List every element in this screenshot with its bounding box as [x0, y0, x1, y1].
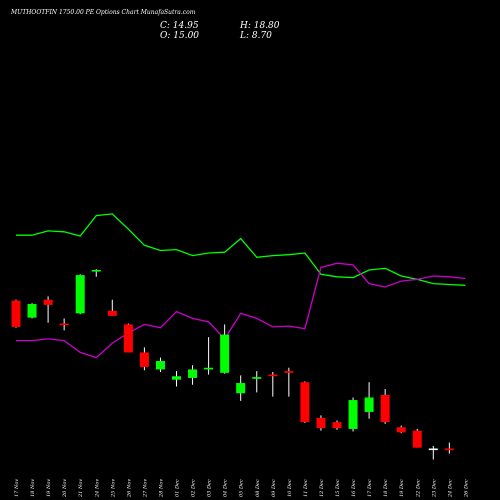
x-tick-label: 10 Dec: [287, 479, 293, 497]
candle: [11, 299, 21, 328]
chart-title: MUTHOOTFIN 1750.00 PE Options Chart Muna…: [10, 9, 196, 16]
candle-body: [204, 367, 214, 370]
candle: [220, 324, 230, 374]
open-readout: O: 15.00: [160, 31, 199, 41]
x-tick-label: 04 Dec: [223, 479, 229, 497]
x-tick-label: 15 Dec: [335, 479, 341, 497]
candle: [204, 337, 214, 375]
x-tick-label: 22 Dec: [415, 479, 421, 498]
candle-body: [43, 299, 53, 305]
candle: [43, 296, 53, 323]
candle-body: [107, 310, 117, 316]
candle: [332, 420, 342, 430]
indicator-line-1: [16, 213, 466, 286]
close-readout: C: 14.95: [160, 21, 199, 31]
candle: [59, 318, 69, 331]
candle: [300, 381, 310, 423]
x-tick-label: 16 Dec: [351, 479, 357, 497]
candle-body: [91, 270, 101, 272]
candle: [236, 375, 246, 401]
candle: [188, 365, 198, 385]
candle-body: [284, 371, 294, 373]
candle: [268, 372, 278, 397]
candle-body: [428, 448, 438, 451]
candle-body: [220, 334, 230, 373]
x-tick-label: 17 Nov: [14, 479, 20, 497]
x-tick-label: 24 Nov: [94, 479, 100, 498]
x-tick-label: 11 Dec: [303, 479, 309, 497]
x-tick-label: 19 Dec: [399, 479, 405, 497]
candle-body: [316, 417, 326, 429]
candles: [11, 269, 454, 460]
x-tick-label: 19 Nov: [46, 479, 52, 497]
x-tick-label: 21 Nov: [78, 479, 84, 498]
candle: [412, 428, 422, 448]
candle-body: [412, 430, 422, 448]
candle: [444, 442, 454, 454]
x-tick-label: 25 Nov: [110, 479, 116, 498]
candle-body: [380, 394, 390, 423]
indicator-lines: [16, 213, 466, 359]
x-tick-label: 02 Dec: [191, 479, 197, 497]
low-readout: L: 8.70: [239, 31, 272, 41]
x-tick-label: 09 Dec: [271, 479, 277, 497]
candle-body: [172, 376, 181, 380]
candle: [107, 299, 117, 316]
candle-body: [155, 360, 165, 370]
candle: [348, 397, 358, 432]
candle-body: [27, 304, 37, 318]
x-tick-label: 20 Nov: [62, 479, 68, 498]
x-tick-label: 23 Dec: [431, 479, 437, 498]
x-tick-label: 26 Dec: [463, 479, 469, 498]
candle: [380, 389, 390, 424]
x-tick-label: 08 Dec: [255, 479, 261, 497]
x-axis-labels: 17 Nov 18 Nov 19 Nov 20 Nov 21 Nov 24 Nov 25 N…: [14, 479, 469, 498]
indicator-line-2: [16, 262, 466, 359]
candle-body: [252, 377, 262, 379]
candle-body: [364, 397, 374, 412]
x-tick-label: 05 Dec: [239, 479, 245, 497]
candle: [252, 371, 262, 393]
high-readout: H: 18.80: [239, 21, 280, 31]
candle-body: [332, 422, 342, 429]
candle: [75, 274, 85, 315]
x-tick-label: 24 Dec: [447, 479, 453, 498]
candle: [155, 357, 165, 372]
x-tick-label: 18 Dec: [383, 479, 389, 497]
candle: [139, 347, 149, 371]
candle: [172, 371, 181, 387]
candle-body: [268, 374, 278, 377]
candle-body: [348, 400, 358, 429]
candle-body: [396, 427, 406, 433]
candle: [316, 415, 326, 431]
x-tick-label: 01 Dec: [175, 479, 181, 497]
candle-body: [75, 275, 85, 314]
candle: [91, 269, 101, 277]
candle-body: [236, 383, 246, 394]
candle: [284, 367, 294, 397]
x-tick-label: 03 Dec: [207, 479, 213, 497]
x-tick-label: 17 Dec: [367, 479, 373, 497]
x-tick-label: 12 Dec: [319, 479, 325, 497]
candle-body: [444, 448, 454, 451]
candle: [364, 382, 374, 419]
candle: [396, 425, 406, 434]
x-tick-label: 28 Nov: [159, 479, 165, 498]
candle-body: [59, 323, 69, 326]
candle-body: [188, 369, 198, 378]
candle-body: [139, 352, 149, 367]
x-tick-label: 26 Nov: [126, 479, 132, 498]
candle-body: [300, 382, 310, 423]
x-tick-label: 18 Nov: [30, 479, 36, 497]
candle-body: [123, 324, 133, 353]
candle: [428, 445, 438, 460]
candle: [27, 303, 37, 319]
candle-body: [11, 300, 21, 327]
x-tick-label: 27 Nov: [142, 479, 148, 498]
candle: [123, 323, 133, 353]
